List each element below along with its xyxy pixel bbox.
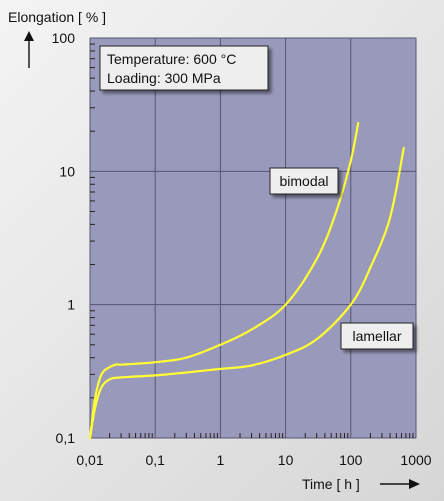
lamellar-label-box [340, 322, 414, 350]
conditions-annotation [99, 45, 269, 91]
grid [89, 37, 417, 439]
y-tick-label: 1 [67, 297, 75, 313]
series-line-lamellar [88, 146, 405, 440]
annotation-loading: Loading: 300 MPa [107, 70, 221, 86]
annotation-temperature: Temperature: 600 °C [107, 51, 236, 67]
series-line-bimodal [88, 122, 360, 440]
plot-area [89, 37, 417, 439]
y-axis-title: Elongation [ % ] [8, 9, 106, 25]
x-tick-label: 1 [217, 452, 225, 468]
y-tick-label: 0,1 [56, 430, 76, 446]
bimodal-label-box [269, 167, 339, 195]
y-axis-arrow-icon [24, 31, 34, 68]
x-tick-label: 100 [339, 452, 363, 468]
series [88, 122, 405, 440]
bimodal-label: bimodal [279, 173, 328, 189]
x-axis-title: Time [ h ] [302, 476, 360, 492]
x-tick-label: 10 [278, 452, 294, 468]
y-tick-label: 100 [52, 30, 76, 46]
y-tick-label: 10 [59, 163, 75, 179]
x-axis-arrow-icon [380, 479, 420, 489]
x-tick-label: 0,1 [145, 452, 165, 468]
x-tick-labels: 0,01 0,1 1 10 100 1000 [76, 452, 431, 468]
minor-ticks [90, 43, 414, 438]
lamellar-label: lamellar [352, 328, 401, 344]
x-tick-label: 1000 [400, 452, 431, 468]
x-tick-label: 0,01 [76, 452, 103, 468]
y-tick-labels: 0,1 1 10 100 [52, 30, 76, 446]
